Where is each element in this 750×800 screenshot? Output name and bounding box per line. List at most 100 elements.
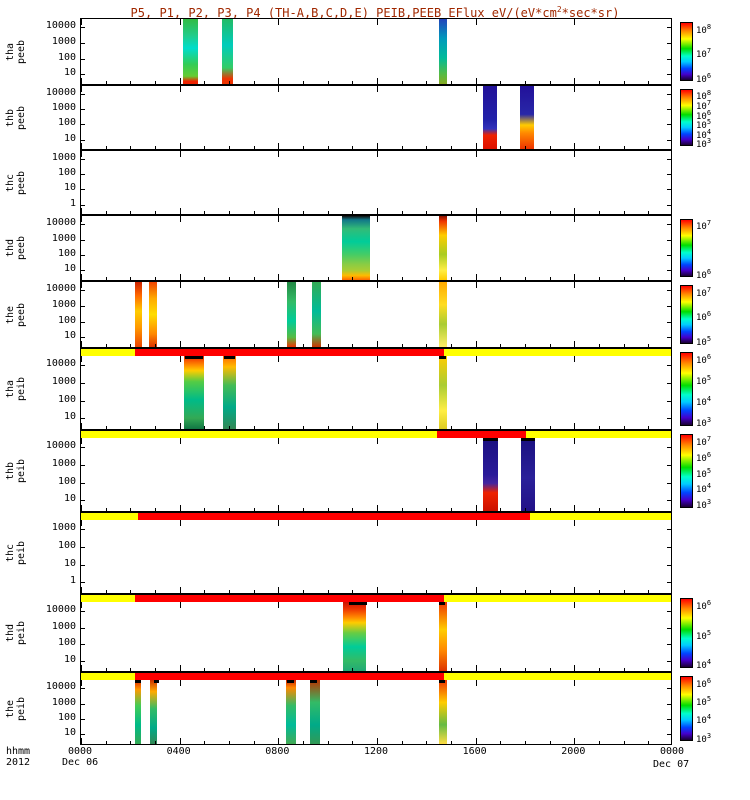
x-tick-mark — [253, 668, 255, 671]
y-tick-mark — [81, 400, 85, 402]
x-tick-mark — [278, 520, 280, 526]
y-tick-mark — [667, 74, 671, 76]
x-tick-mark — [500, 344, 502, 347]
colorbar-label-exponent: 3 — [706, 415, 712, 424]
x-tick-mark — [303, 81, 304, 84]
colorbar-label-base: 10 — [696, 716, 707, 727]
x-tick-mark — [623, 590, 625, 593]
y-tick-mark — [667, 447, 671, 449]
x-tick-label: 0400 — [166, 746, 191, 757]
x-tick-mark — [253, 277, 255, 280]
colorbar-label-base: 10 — [696, 734, 707, 745]
colorbar-label-exponent: 4 — [706, 394, 712, 403]
y-tick-label: 10 — [63, 263, 76, 275]
x-tick-mark — [130, 344, 132, 347]
y-tick-mark — [81, 189, 85, 191]
y-tick-mark — [667, 124, 671, 126]
y-tick-mark — [667, 400, 671, 402]
x-tick-mark — [278, 274, 280, 280]
x-tick-mark — [278, 602, 280, 608]
x-tick-mark — [253, 81, 255, 84]
y-tick-mark — [667, 43, 671, 45]
y-tick-mark — [667, 174, 671, 176]
x-tick-mark — [179, 143, 181, 149]
x-tick-mark — [500, 508, 502, 511]
y-tick-label: 10000 — [45, 358, 76, 370]
y-tick-label: 100 — [57, 248, 76, 260]
x-tick-mark — [278, 665, 280, 671]
y-tick-label: 1000 — [51, 376, 76, 387]
x-tick-mark — [623, 81, 625, 84]
x-axis-year-label: 2012 — [6, 757, 31, 768]
y-tick-mark — [81, 627, 85, 629]
x-tick-mark — [278, 282, 280, 288]
y-tick-label: 100 — [57, 540, 76, 551]
x-tick-mark — [426, 508, 428, 511]
y-tick-mark — [667, 383, 671, 384]
x-tick-mark — [475, 19, 477, 25]
x-tick-mark — [303, 668, 304, 671]
colorbar-label-base: 10 — [696, 130, 707, 141]
x-tick-mark — [525, 668, 526, 671]
y-tick-label: 1000 — [51, 620, 76, 632]
spectrogram-segment — [310, 680, 321, 744]
y-tick-mark — [667, 159, 671, 161]
y-tick-mark — [667, 660, 671, 662]
colorbar — [680, 598, 693, 668]
x-tick-mark — [648, 741, 650, 744]
x-tick-mark — [81, 19, 82, 25]
plot-title-suffix: *sec*sr) — [561, 6, 620, 20]
colorbar-label-base: 10 — [696, 485, 707, 496]
x-tick-mark — [204, 211, 206, 214]
x-tick-mark — [179, 587, 181, 593]
y-tick-label: 10 — [63, 557, 76, 569]
x-tick-mark — [155, 426, 156, 429]
y-tick-label: 1000 — [51, 232, 76, 244]
data-quality-mark — [224, 356, 236, 359]
x-tick-mark — [648, 211, 650, 214]
y-tick-label: 1000 — [51, 696, 76, 708]
x-tick-mark — [599, 81, 600, 84]
x-tick-mark — [81, 341, 82, 347]
x-tick-mark — [81, 738, 82, 744]
colorbar-label-exponent: 5 — [706, 628, 712, 637]
spectrogram-segment — [223, 356, 236, 429]
x-tick-mark — [278, 438, 280, 444]
x-tick-mark — [475, 423, 477, 429]
x-tick-mark — [130, 81, 132, 84]
x-tick-mark — [377, 423, 378, 429]
x-tick-mark — [204, 344, 206, 347]
panel-y-label-thb-peeb: thb peeb — [5, 105, 27, 130]
x-tick-mark — [574, 602, 576, 608]
spectrogram-segment — [438, 602, 448, 671]
x-tick-mark — [105, 741, 107, 744]
x-tick-mark — [179, 216, 181, 222]
colorbar-label-base: 10 — [696, 418, 707, 429]
x-tick-mark — [229, 344, 230, 347]
x-tick-mark — [426, 146, 428, 149]
x-tick-label: 1200 — [363, 746, 389, 757]
x-tick-mark — [81, 78, 82, 84]
panel-y-label-thc-peeb: thc peeb — [5, 170, 27, 195]
x-tick-mark — [81, 282, 82, 288]
data-quality-mark — [438, 356, 447, 359]
colorbar-tick-label: 106 — [696, 71, 711, 85]
x-tick-mark — [352, 426, 354, 429]
spectrogram-segment — [285, 680, 296, 744]
spectrogram-segment — [221, 19, 233, 84]
colorbar-tick-label: 103 — [696, 731, 711, 745]
x-tick-mark — [599, 426, 600, 429]
y-tick-label: 10000 — [45, 283, 76, 295]
x-tick-mark — [475, 587, 477, 593]
colorbar-label-base: 10 — [696, 397, 707, 408]
y-tick-label: 10 — [63, 330, 76, 342]
x-tick-mark — [599, 146, 600, 149]
x-tick-mark — [451, 668, 452, 671]
x-tick-mark — [179, 208, 181, 214]
x-tick-mark — [525, 277, 526, 280]
x-tick-mark — [179, 505, 181, 511]
y-tick-mark — [81, 564, 85, 566]
y-tick-label: 1 — [69, 575, 76, 587]
x-tick-mark — [81, 680, 82, 686]
panel-y-label-thc-peib: thc peib — [5, 540, 27, 566]
